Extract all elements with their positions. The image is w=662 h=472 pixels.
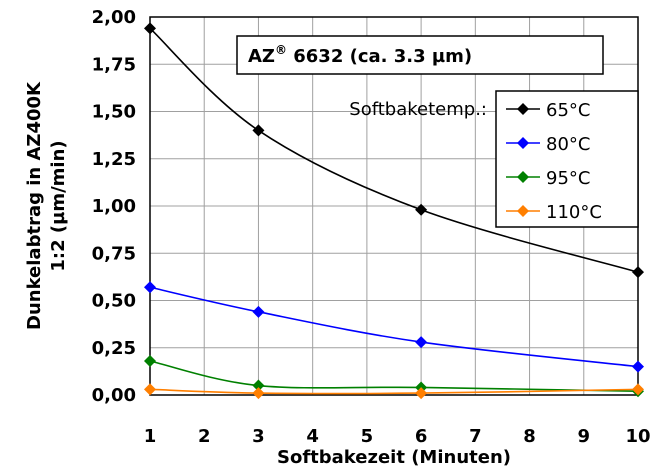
series-line bbox=[149, 27, 639, 273]
x-tick-label: 4 bbox=[306, 426, 319, 447]
x-tick-label: 5 bbox=[361, 426, 374, 447]
x-tick-label: 6 bbox=[415, 426, 428, 447]
data-point-marker bbox=[632, 360, 644, 373]
legend-label: 95°C bbox=[546, 168, 590, 189]
data-point-marker bbox=[144, 383, 156, 396]
series-110°C bbox=[144, 383, 644, 400]
y-axis-title-line2: 1:2 (µm/min) bbox=[48, 140, 69, 271]
legend-marker bbox=[517, 205, 529, 217]
legend-entry: 110°C bbox=[506, 202, 602, 223]
y-axis-title-line1: Dunkelabtrag in AZ400K bbox=[24, 81, 45, 330]
y-tick-label: 1,25 bbox=[92, 149, 136, 170]
series-line bbox=[149, 388, 639, 395]
x-tick-label: 7 bbox=[469, 426, 482, 447]
series-lines bbox=[144, 22, 644, 400]
y-tick-label: 0,25 bbox=[92, 338, 136, 359]
y-tick-label: 1,75 bbox=[92, 54, 136, 75]
annotation-text: AZ® 6632 (ca. 3.3 µm) bbox=[248, 43, 472, 67]
y-tick-label: 0,50 bbox=[92, 291, 136, 312]
x-tick-label: 9 bbox=[578, 426, 591, 447]
legend-entry: 65°C bbox=[506, 100, 590, 121]
data-point-marker bbox=[252, 387, 265, 400]
legend: 65°C 80°C 95°C 110°C bbox=[495, 90, 639, 228]
x-axis-title: Softbakezeit (Minuten) bbox=[277, 447, 511, 468]
tick-labels: 1 2 3 4 5 6 7 8 9 10 0,00 0,25 0,50 0,75 1,00 1,25 1,50 1… bbox=[92, 7, 651, 447]
legend-entry: 80°C bbox=[506, 134, 590, 155]
y-tick-label: 1,50 bbox=[92, 102, 136, 123]
data-point-marker bbox=[415, 203, 428, 216]
legend-box bbox=[495, 90, 639, 228]
series-line bbox=[149, 360, 639, 393]
series-65°C bbox=[144, 22, 644, 279]
x-tick-label: 10 bbox=[625, 426, 650, 447]
y-tick-label: 1,00 bbox=[92, 196, 136, 217]
y-tick-label: 0,00 bbox=[92, 385, 136, 406]
legend-label: 80°C bbox=[546, 134, 590, 155]
series-80°C bbox=[144, 281, 644, 373]
legend-marker bbox=[517, 103, 529, 115]
data-point-marker bbox=[144, 281, 156, 294]
legend-marker bbox=[517, 137, 529, 149]
x-tick-label: 1 bbox=[144, 426, 157, 447]
data-point-marker bbox=[144, 22, 156, 35]
legend-marker bbox=[517, 171, 529, 183]
data-point-marker bbox=[632, 266, 644, 279]
x-tick-label: 3 bbox=[252, 426, 265, 447]
legend-label: 65°C bbox=[546, 100, 590, 121]
data-point-marker bbox=[252, 305, 265, 318]
legend-entry: 95°C bbox=[506, 168, 590, 189]
annotation-box: AZ® 6632 (ca. 3.3 µm) bbox=[236, 35, 604, 75]
data-point-marker bbox=[415, 336, 428, 349]
x-tick-label: 2 bbox=[198, 426, 211, 447]
data-point-marker bbox=[144, 354, 156, 367]
legend-label: 110°C bbox=[546, 202, 602, 223]
x-tick-label: 8 bbox=[523, 426, 536, 447]
data-point-marker bbox=[632, 383, 644, 396]
data-point-marker bbox=[415, 387, 428, 400]
series-line bbox=[149, 286, 639, 368]
data-point-marker bbox=[252, 124, 265, 137]
y-tick-label: 2,00 bbox=[92, 7, 136, 28]
y-tick-label: 0,75 bbox=[92, 243, 136, 264]
legend-title: Softbaketemp.: bbox=[349, 99, 487, 120]
data-point-marker bbox=[252, 379, 265, 392]
